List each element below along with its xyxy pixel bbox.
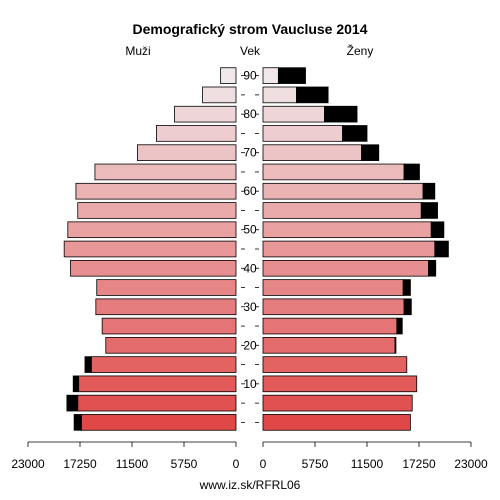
x-tick-label-left: 23000 [11,457,45,471]
x-tick-label-right: 5750 [302,457,329,471]
bar-women-10-14 [262,375,418,393]
bar-women-80-84 [262,105,325,123]
excess-women-20-24 [394,337,397,354]
excess-women-40-44 [428,259,437,277]
bar-men-15-19 [90,356,237,373]
bar-men-10-14 [78,375,237,393]
bar-women-30-34 [262,298,405,316]
men-bars [63,67,237,431]
bar-men-90+ [220,67,237,84]
excess-men-15-19 [84,356,92,373]
bar-women-40-44 [262,259,429,277]
bar-women-45-49 [262,240,436,258]
bar-women-35-39 [262,279,404,296]
age-label: 60 [243,184,257,198]
label-men: Muži [125,44,150,58]
bar-men-70-74 [137,144,237,161]
excess-women-55-59 [420,202,438,219]
bar-women-0-4 [262,414,411,431]
bar-women-65-69 [262,163,405,181]
excess-women-30-34 [403,298,412,316]
x-tick-label-left: 5750 [171,457,198,471]
bar-men-40-44 [70,259,237,277]
age-label: 50 [243,223,257,237]
age-label: 80 [243,107,257,121]
excess-men-10-14 [72,375,80,393]
bar-men-85-89 [202,86,237,104]
bar-men-30-34 [95,298,237,316]
label-women: Ženy [347,43,374,58]
bar-women-20-24 [262,337,396,354]
excess-women-50-54 [430,221,445,239]
bar-women-25-29 [262,317,398,335]
bar-men-75-79 [156,125,237,142]
men-x-axis: 23000 17250 11500 5750 0 [11,441,240,471]
women-bars [262,67,449,431]
footer-url: www.iz.sk/RFRL06 [199,478,301,492]
excess-women-60-64 [422,182,436,200]
bar-men-45-49 [63,240,237,258]
excess-women-75-79 [342,125,368,142]
age-label: 70 [243,146,257,160]
x-tick-label-left: 0 [233,457,240,471]
bar-women-70-74 [262,144,362,161]
bar-men-20-24 [105,337,237,354]
bar-men-65-69 [94,163,237,181]
bar-women-90+ [262,67,279,84]
age-label: 10 [243,377,257,391]
x-tick-label-left: 11500 [116,457,149,471]
bar-women-5-9 [262,394,413,412]
x-tick-label-right: 11500 [351,457,384,471]
x-tick-label-left: 17250 [63,457,97,471]
excess-men-5-9 [66,394,79,412]
bar-women-75-79 [262,125,343,142]
excess-women-25-29 [396,317,403,335]
bar-men-50-54 [67,221,237,239]
age-axis: 10 20 30 40 50 60 70 80 90 [241,69,259,423]
excess-women-80-84 [324,105,358,123]
bar-men-80-84 [174,105,237,123]
age-label: 40 [243,261,257,275]
x-tick-label-right: 23000 [454,457,488,471]
label-age: Vek [240,44,261,58]
bar-women-85-89 [262,86,297,104]
bar-men-25-29 [101,317,237,335]
x-tick-label-right: 0 [260,457,267,471]
excess-women-45-49 [434,240,449,258]
bar-men-0-4 [80,414,237,431]
age-label: 30 [243,300,257,314]
excess-women-70-74 [361,144,380,161]
women-x-axis: 0 5750 11500 17250 23000 [260,441,488,471]
age-label: 90 [243,69,257,83]
excess-women-65-69 [403,163,420,181]
bar-men-5-9 [77,394,237,412]
bar-women-50-54 [262,221,432,239]
bar-men-60-64 [75,182,237,200]
chart-title: Demografický strom Vaucluse 2014 [132,21,367,37]
bar-men-55-59 [77,202,237,219]
excess-women-85-89 [296,86,329,104]
bar-women-15-19 [262,356,408,373]
excess-women-90+ [277,67,306,84]
excess-men-0-4 [73,414,82,431]
x-tick-label-right: 17250 [402,457,436,471]
bar-women-60-64 [262,182,424,200]
bar-women-55-59 [262,202,422,219]
age-label: 20 [243,338,257,352]
excess-women-35-39 [402,279,411,296]
bar-men-35-39 [96,279,237,296]
